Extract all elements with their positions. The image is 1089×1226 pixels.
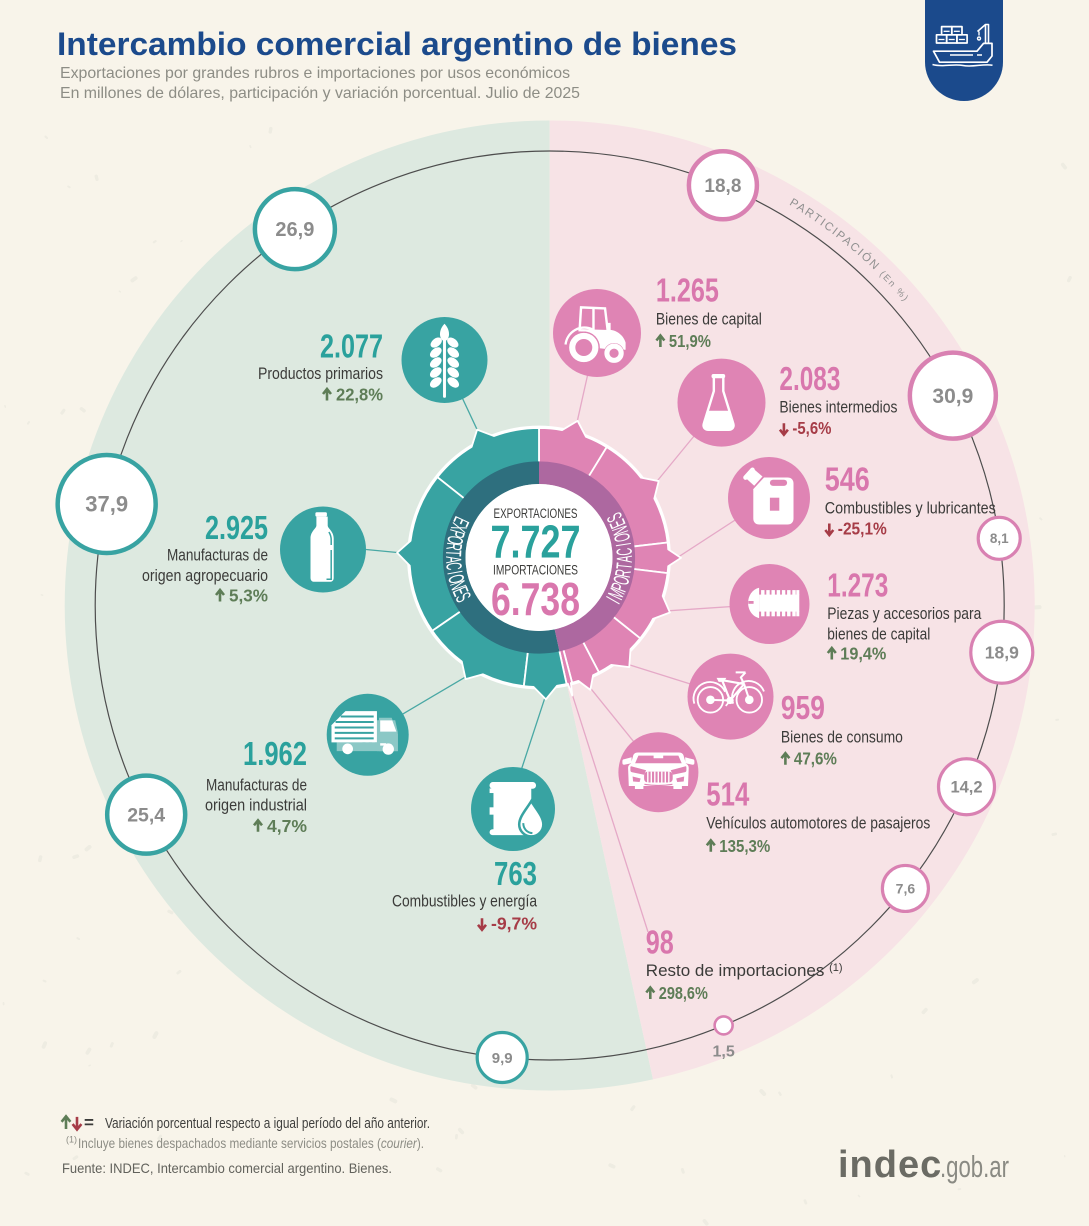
svg-text:51,9%: 51,9% (669, 331, 711, 351)
svg-text:763: 763 (494, 856, 537, 893)
svg-text:18,9: 18,9 (985, 642, 1019, 662)
svg-text:Productos primarios: Productos primarios (258, 364, 383, 383)
svg-text:C: C (611, 547, 637, 556)
svg-text:I: I (442, 569, 468, 576)
svg-text:Intercambio comercial argentin: Intercambio comercial argentino de biene… (57, 26, 737, 62)
svg-text:Resto de importaciones (1): Resto de importaciones (1) (646, 961, 843, 980)
svg-text:Bienes de consumo: Bienes de consumo (781, 728, 903, 747)
svg-text:origen industrial: origen industrial (205, 796, 307, 815)
svg-text:7,6: 7,6 (896, 880, 916, 896)
svg-text:546: 546 (825, 462, 870, 499)
svg-text:origen agropecuario: origen agropecuario (142, 566, 268, 585)
svg-text:98: 98 (646, 925, 674, 962)
svg-text:T: T (441, 549, 467, 557)
svg-text:47,6%: 47,6% (794, 749, 837, 769)
svg-text:37,9: 37,9 (85, 492, 128, 517)
svg-text:26,9: 26,9 (275, 219, 314, 241)
svg-text:R: R (441, 541, 467, 552)
svg-text:25,4: 25,4 (127, 804, 165, 826)
svg-text:IMPORTACIONES: IMPORTACIONES (493, 562, 578, 577)
svg-text:5,3%: 5,3% (229, 586, 268, 606)
svg-text:1.273: 1.273 (827, 568, 888, 605)
svg-text:298,6%: 298,6% (659, 983, 708, 1003)
svg-text:514: 514 (706, 777, 749, 814)
svg-text:6.738: 6.738 (491, 573, 580, 625)
svg-text:I: I (611, 541, 637, 548)
svg-text:Combustibles y energía: Combustibles y energía (392, 892, 537, 911)
svg-text:2.083: 2.083 (779, 361, 840, 398)
svg-text:2.925: 2.925 (205, 510, 268, 547)
svg-text:En millones de dólares, partic: En millones de dólares, participación y … (60, 85, 580, 102)
svg-text:indec: indec (838, 1144, 942, 1186)
svg-text:2.077: 2.077 (320, 329, 383, 366)
svg-text:7.727: 7.727 (491, 516, 581, 568)
svg-text:=: = (84, 1113, 94, 1132)
svg-text:Manufacturas de: Manufacturas de (167, 546, 268, 565)
svg-text:Manufacturas de: Manufacturas de (206, 775, 307, 794)
svg-text:.gob.ar: .gob.ar (940, 1149, 1009, 1184)
svg-text:Fuente: INDEC, Intercambio com: Fuente: INDEC, Intercambio comercial arg… (62, 1160, 392, 1176)
svg-text:Vehículos automotores de pasaj: Vehículos automotores de pasajeros (706, 814, 930, 833)
svg-text:9,9: 9,9 (492, 1050, 513, 1067)
svg-text:T: T (611, 561, 637, 570)
svg-text:(1): (1) (66, 1135, 77, 1145)
svg-text:A: A (612, 555, 638, 563)
svg-text:Bienes intermedios: Bienes intermedios (779, 398, 897, 417)
svg-text:EXPORTACIONES: EXPORTACIONES (494, 506, 578, 521)
svg-text:-9,7%: -9,7% (491, 913, 537, 933)
svg-text:18,8: 18,8 (704, 176, 741, 197)
svg-text:19,4%: 19,4% (840, 644, 886, 664)
svg-text:Incluye bienes despachados med: Incluye bienes despachados mediante serv… (78, 1135, 424, 1151)
svg-text:8,1: 8,1 (990, 531, 1009, 546)
svg-text:14,2: 14,2 (950, 779, 982, 797)
svg-text:1,5: 1,5 (713, 1043, 735, 1060)
svg-text:959: 959 (781, 690, 825, 727)
svg-text:C: C (441, 561, 467, 571)
svg-text:-25,1%: -25,1% (838, 519, 887, 539)
svg-text:135,3%: 135,3% (719, 836, 770, 856)
svg-text:bienes de capital: bienes de capital (827, 624, 930, 643)
svg-text:22,8%: 22,8% (336, 385, 383, 405)
svg-text:30,9: 30,9 (932, 385, 973, 408)
svg-text:Exportaciones por grandes rubr: Exportaciones por grandes rubros e impor… (60, 65, 570, 82)
svg-text:Piezas y accesorios para: Piezas y accesorios para (827, 604, 981, 623)
svg-text:1.265: 1.265 (656, 273, 719, 310)
svg-text:Combustibles y lubricantes: Combustibles y lubricantes (825, 498, 996, 517)
svg-text:1.962: 1.962 (243, 736, 307, 773)
svg-text:A: A (441, 556, 467, 564)
svg-text:4,7%: 4,7% (267, 816, 307, 836)
svg-text:-5,6%: -5,6% (792, 418, 831, 438)
svg-text:Bienes de capital: Bienes de capital (656, 309, 762, 328)
svg-text:Variación porcentual respecto: Variación porcentual respecto a igual pe… (105, 1115, 430, 1132)
